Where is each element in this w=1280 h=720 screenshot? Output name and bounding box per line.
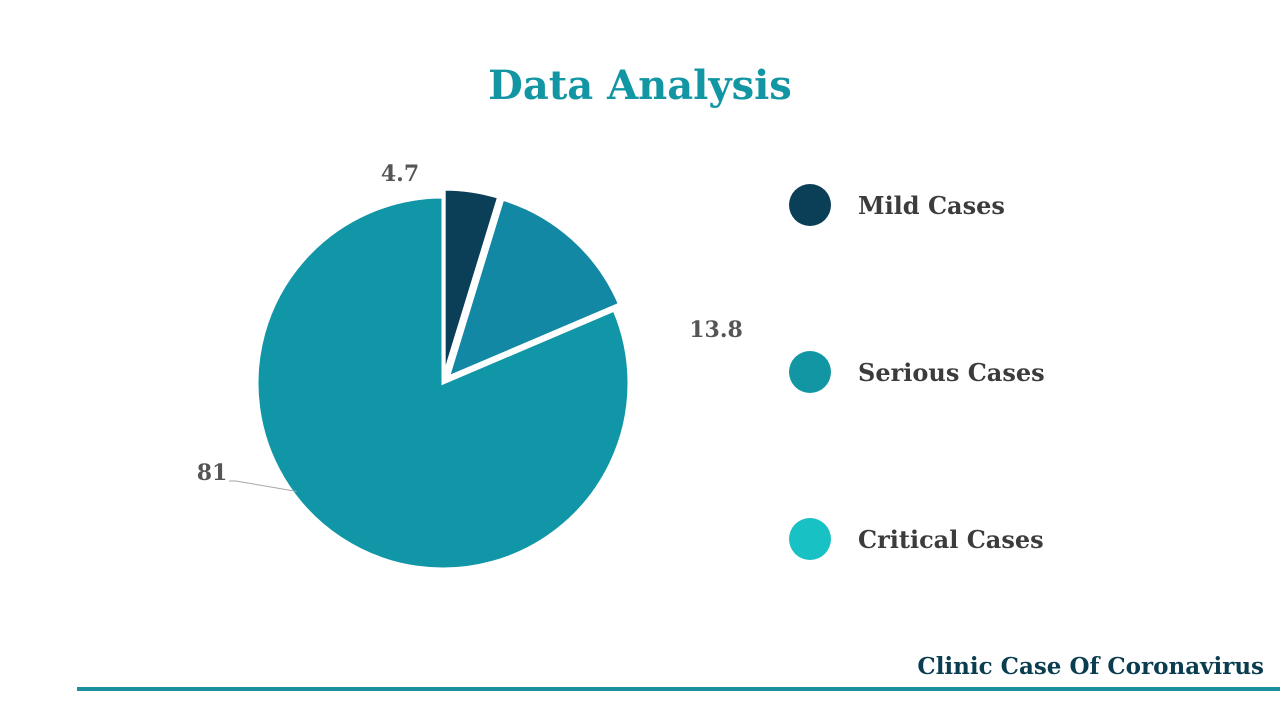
pie-leader-line-critical xyxy=(229,480,297,492)
legend-swatch-serious xyxy=(789,351,831,393)
footer-title: Clinic Case Of Coronavirus xyxy=(917,653,1264,680)
pie-data-labels: 4.7 13.8 81 xyxy=(197,161,743,492)
legend-label-serious: Serious Cases xyxy=(858,357,1045,387)
pie-slice-serious xyxy=(445,197,622,380)
legend-swatch-critical xyxy=(789,518,831,560)
legend-label-mild: Mild Cases xyxy=(858,190,1005,220)
pie-slice-mild xyxy=(442,187,501,376)
slide-title: Data Analysis xyxy=(488,62,792,109)
pie-slice-critical xyxy=(255,195,631,571)
legend-label-critical: Critical Cases xyxy=(858,524,1044,554)
legend-item-serious: Serious Cases xyxy=(789,351,1045,393)
pie-data-label: 4.7 xyxy=(381,161,419,187)
footer-divider xyxy=(77,687,1280,691)
legend-item-critical: Critical Cases xyxy=(789,518,1044,560)
legend-item-mild: Mild Cases xyxy=(789,184,1005,226)
pie-slices xyxy=(255,187,631,571)
pie-data-label: 81 xyxy=(197,460,228,486)
legend-swatch-mild xyxy=(789,184,831,226)
pie-data-label: 13.8 xyxy=(689,317,743,343)
